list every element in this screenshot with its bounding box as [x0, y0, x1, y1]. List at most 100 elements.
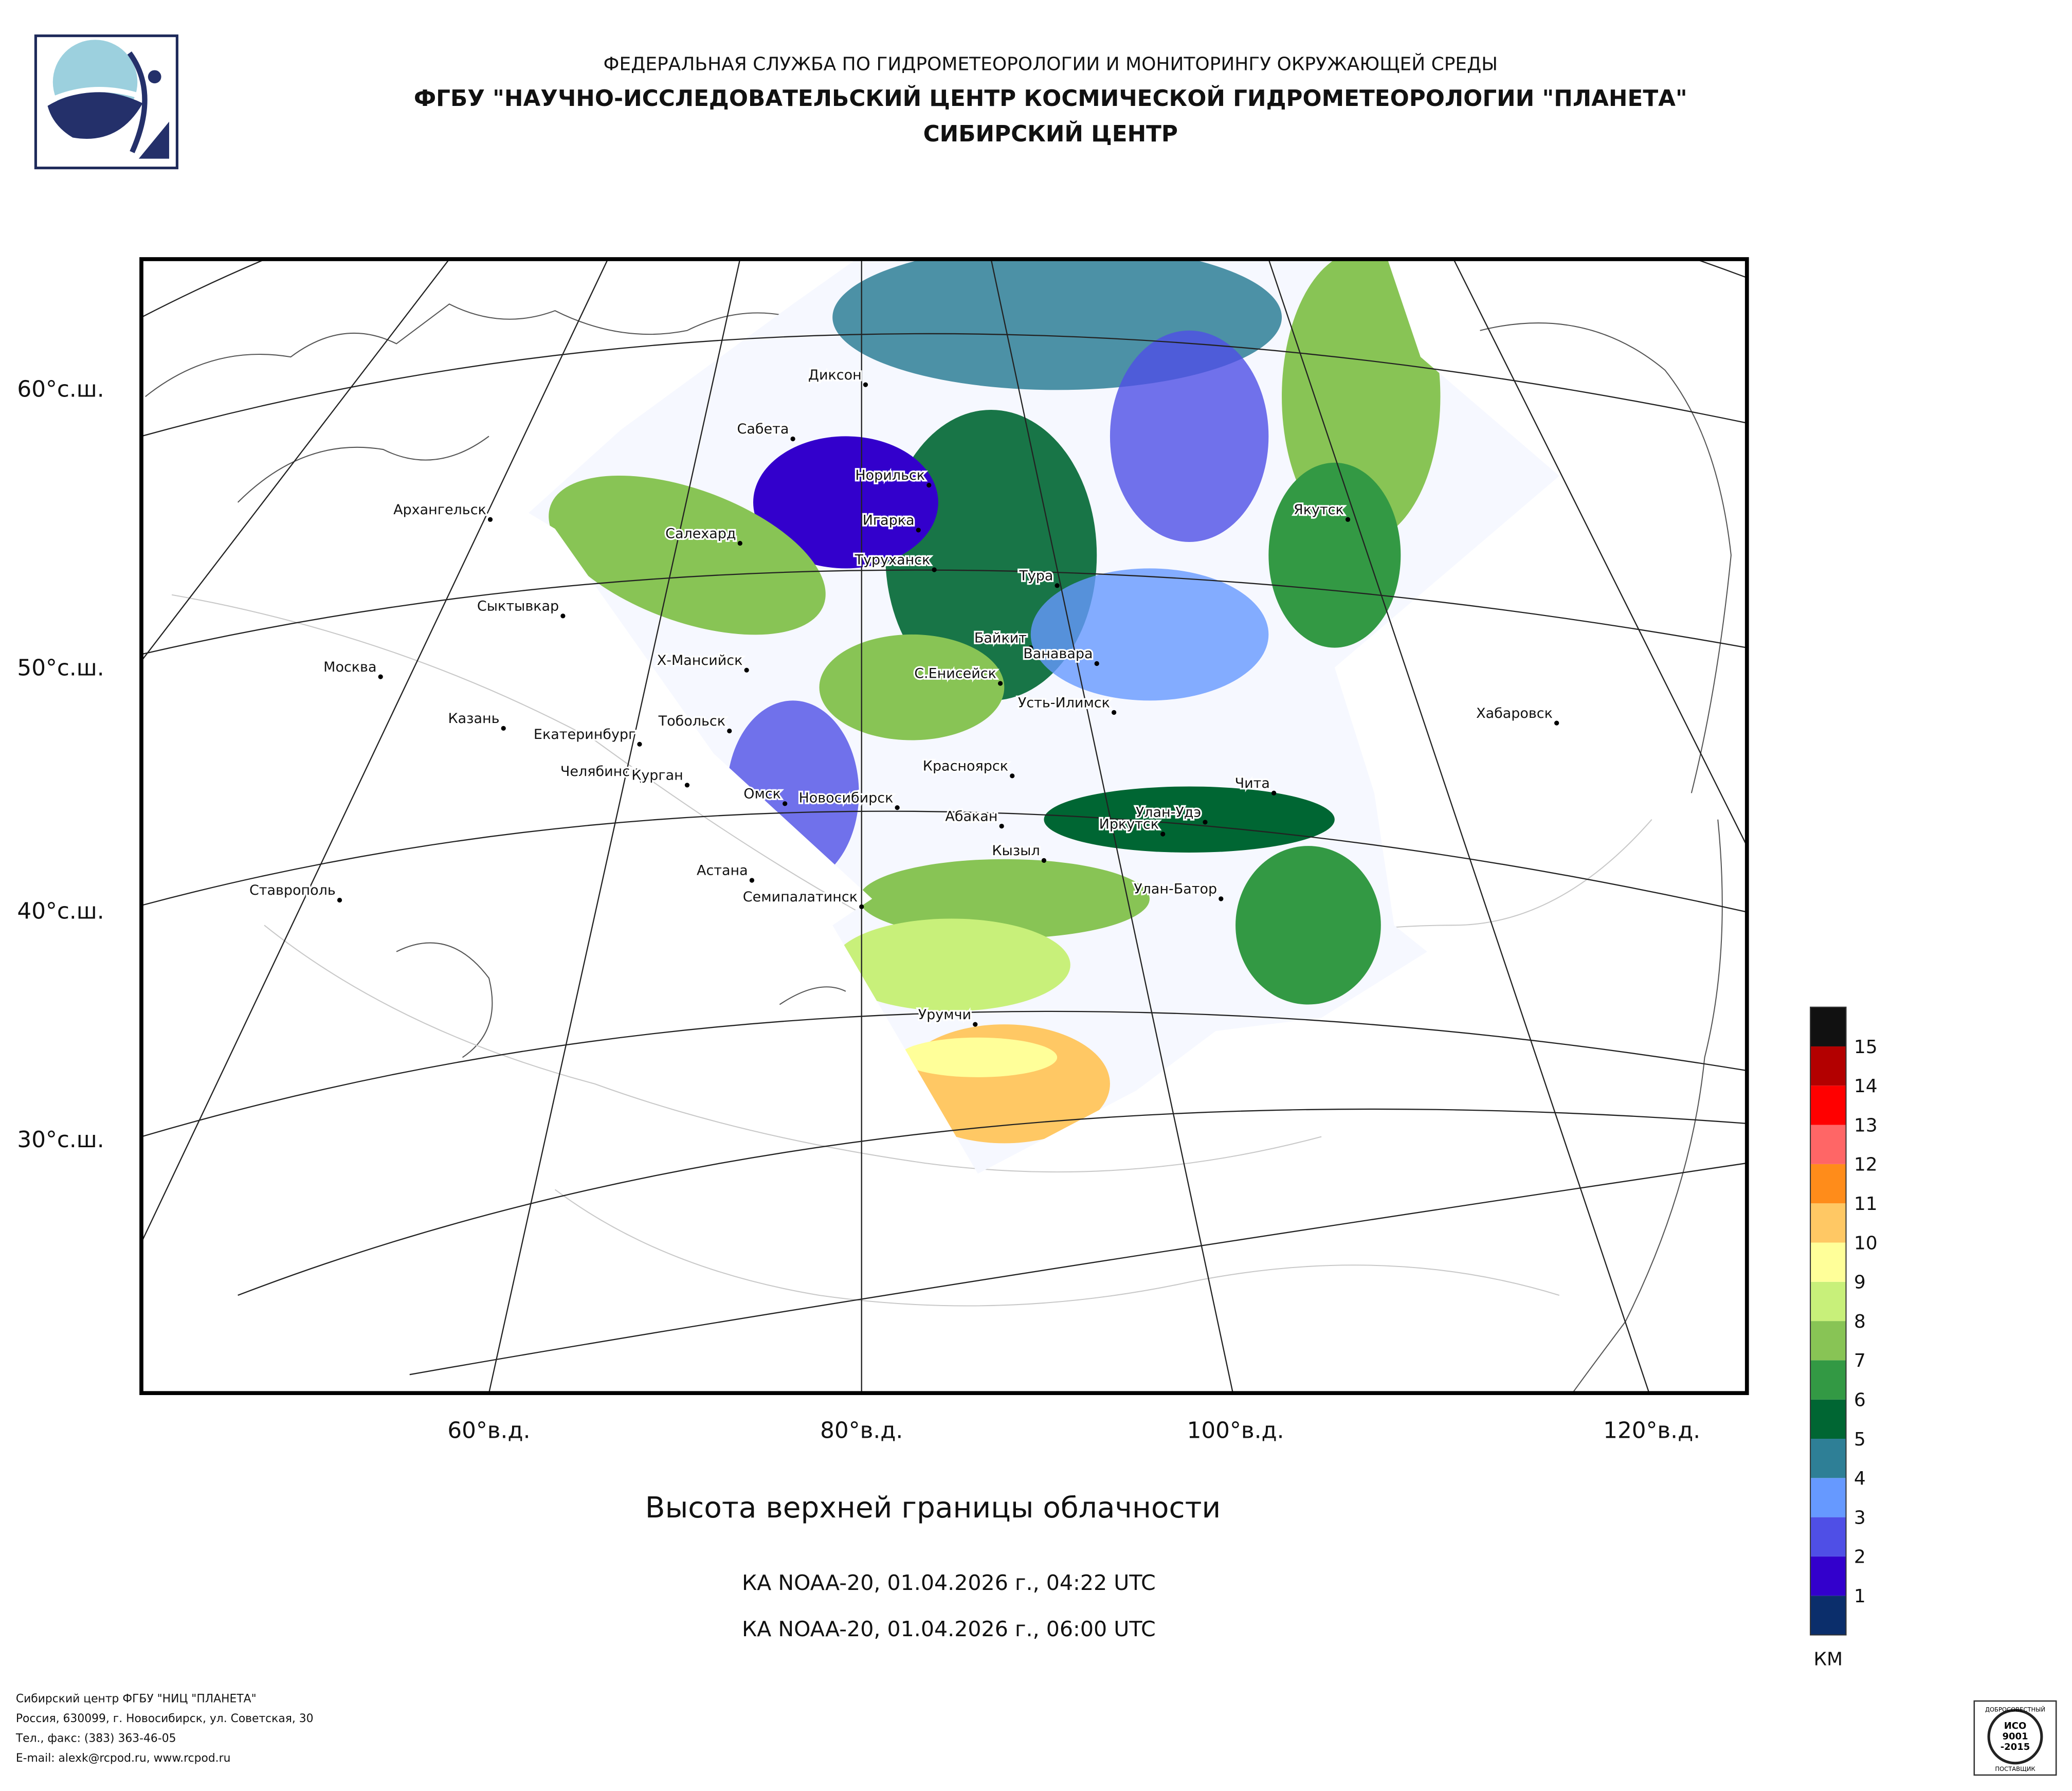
city-dot	[926, 482, 932, 488]
city-label: Чита	[1235, 775, 1270, 791]
city-dot	[727, 728, 732, 734]
legend-swatch	[1810, 1007, 1846, 1046]
city-label: Курган	[631, 768, 683, 784]
city-label: Норильск	[855, 467, 925, 483]
city-label: Усть-Илимск	[1018, 695, 1110, 711]
legend-label: 12	[1854, 1154, 1878, 1175]
city-label: Хабаровск	[1476, 705, 1553, 721]
legend-label: 3	[1854, 1507, 1866, 1528]
city-dot	[1112, 710, 1117, 715]
caption: КА NOAA-20, 01.04.2026 г., 04:22 UTC	[742, 1570, 1156, 1595]
city-dot	[973, 1022, 978, 1027]
latitude-label: 30°с.ш.	[17, 1127, 104, 1153]
city-label: Иркутск	[1099, 817, 1159, 833]
footer-line: E-mail: alexk@rcpod.ru, www.rcpod.ru	[16, 1752, 231, 1765]
city-dot	[783, 801, 788, 806]
city-label: Сабета	[737, 421, 789, 437]
legend-swatch	[1810, 1164, 1846, 1204]
legend-swatch	[1810, 1125, 1846, 1164]
legend-label: 6	[1854, 1390, 1866, 1411]
legend-swatch	[1810, 1242, 1846, 1282]
badge-text: ИСО	[2004, 1721, 2027, 1731]
city-dot	[1345, 517, 1351, 522]
city-dot	[637, 741, 642, 747]
city-label: Казань	[448, 711, 499, 727]
legend-label: 2	[1854, 1547, 1866, 1568]
city-dot	[859, 904, 864, 909]
center-name: ФГБУ "НАУЧНО-ИССЛЕДОВАТЕЛЬСКИЙ ЦЕНТР КОС…	[414, 84, 1687, 112]
product-title: Высота верхней границы облачности	[645, 1491, 1221, 1525]
city-label: Байкит	[974, 630, 1027, 646]
city-label: Тура	[1019, 568, 1053, 584]
city-label: Красноярск	[923, 758, 1008, 774]
legend-label: 11	[1854, 1193, 1878, 1215]
city-label: Тобольск	[658, 713, 725, 729]
legend-swatch	[1810, 1203, 1846, 1243]
city-dot	[997, 681, 1003, 686]
city-label: Улан-Удэ	[1136, 805, 1201, 821]
agency: ФЕДЕРАЛЬНАЯ СЛУЖБА ПО ГИДРОМЕТЕОРОЛОГИИ …	[604, 53, 1498, 75]
footer-line: Сибирский центр ФГБУ "НИЦ "ПЛАНЕТА"	[16, 1693, 257, 1706]
legend-swatch	[1810, 1360, 1846, 1400]
city-dot	[749, 878, 755, 883]
city-dot	[932, 567, 937, 572]
legend-label: 8	[1854, 1311, 1866, 1332]
city-dot	[999, 823, 1004, 829]
legend-label: 5	[1854, 1429, 1866, 1450]
iso-badge: ДОБРОСОВЕСТНЫЙ ИСО 9001 -2015 ПОСТАВЩИК	[1973, 1700, 2057, 1776]
footer-line: Россия, 630099, г. Новосибирск, ул. Сове…	[16, 1712, 314, 1725]
badge-text: -2015	[2001, 1742, 2030, 1752]
map-frame	[139, 257, 1749, 1396]
legend-label: 7	[1854, 1350, 1866, 1371]
city-label: Туруханск	[855, 552, 931, 568]
legend-swatch	[1810, 1399, 1846, 1439]
logo	[34, 34, 178, 170]
legend-label: 13	[1854, 1115, 1878, 1136]
branch-name: СИБИРСКИЙ ЦЕНТР	[923, 120, 1178, 147]
latitude-label: 50°с.ш.	[17, 655, 104, 681]
city-dot	[487, 517, 493, 522]
longitude-label: 120°в.д.	[1603, 1418, 1700, 1444]
city-dot	[863, 382, 868, 387]
city-dot	[1028, 645, 1033, 650]
legend-label: 4	[1854, 1468, 1866, 1489]
footer-line: Тел., факс: (383) 363-46-05	[15, 1732, 176, 1745]
city-label: Астана	[697, 863, 748, 879]
city-label: Архангельск	[393, 502, 486, 518]
city-dot	[790, 436, 795, 442]
city-dot	[560, 613, 566, 619]
legend-swatch	[1810, 1046, 1846, 1086]
longitude-label: 60°в.д.	[447, 1418, 530, 1444]
latitude-label: 40°с.ш.	[17, 898, 104, 924]
city-label: Ванавара	[1023, 646, 1093, 662]
legend-unit: КМ	[1814, 1649, 1843, 1670]
city-dot	[1271, 790, 1277, 795]
city-label: Урумчи	[918, 1007, 971, 1023]
city-label: С.Енисейск	[914, 666, 996, 682]
city-dot	[916, 528, 921, 533]
city-dot	[337, 897, 342, 903]
city-label: Х-Мансийск	[657, 653, 743, 668]
city-dot	[737, 540, 742, 546]
legend-label: 1	[1854, 1586, 1866, 1607]
badge-text: ПОСТАВЩИК	[1995, 1765, 2035, 1772]
longitude-label: 80°в.д.	[820, 1418, 903, 1444]
legend-swatch	[1810, 1438, 1846, 1478]
legend-label: 9	[1854, 1272, 1866, 1293]
city-label: Абакан	[945, 808, 997, 824]
city-label: Салехард	[665, 526, 736, 541]
caption: КА NOAA-20, 01.04.2026 г., 06:00 UTC	[742, 1617, 1156, 1641]
city-label: Игарка	[863, 513, 915, 529]
city-label: Ставрополь	[249, 882, 336, 898]
city-label: Омск	[743, 786, 781, 802]
city-label: Челябинск	[560, 764, 638, 780]
legend-label: 10	[1854, 1233, 1878, 1254]
city-dot	[378, 674, 383, 679]
legend-swatch	[1810, 1517, 1846, 1557]
city-label: Якутск	[1294, 502, 1344, 518]
city-label: Сыктывкар	[477, 599, 559, 614]
city-dot	[1010, 773, 1015, 779]
